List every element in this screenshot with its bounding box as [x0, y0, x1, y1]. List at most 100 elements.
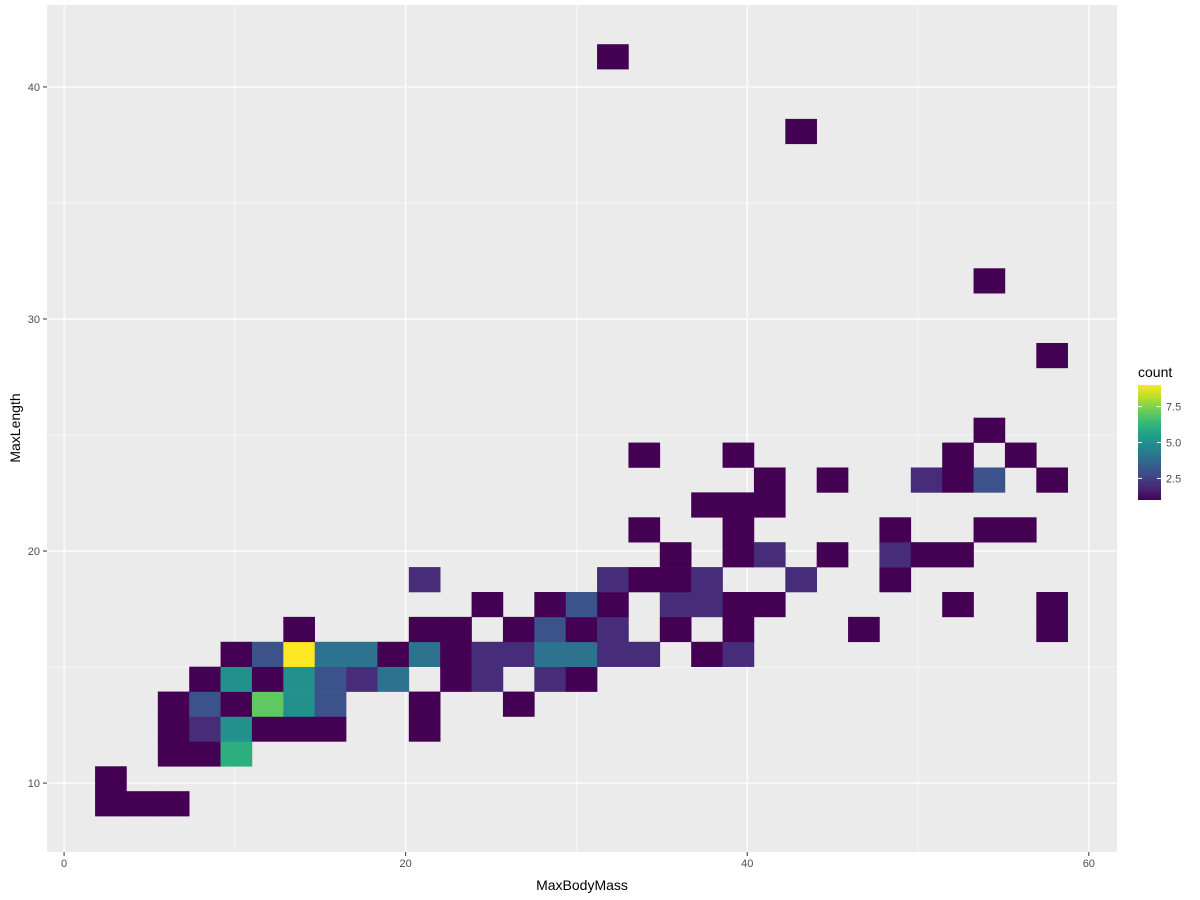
heatmap-cells [95, 44, 1068, 817]
heatmap-cell [722, 641, 755, 667]
legend: count 2.5 5.0 7.5 [1138, 364, 1181, 500]
heatmap-cell [440, 666, 472, 692]
heatmap-cell [753, 591, 786, 618]
heatmap-cell [314, 691, 347, 717]
x-axis: 0 20 40 60 [61, 852, 1095, 870]
heatmap-cell [440, 641, 472, 667]
heatmap-cell [973, 268, 1006, 294]
heatmap-cell [1036, 467, 1068, 493]
heatmap-cell [471, 666, 504, 692]
heatmap-cell [502, 691, 535, 717]
legend-tick-label: 7.5 [1166, 402, 1181, 414]
heatmap-cell [471, 591, 504, 618]
heatmap-cell [659, 542, 692, 568]
heatmap-cell [597, 616, 629, 643]
heatmap-cell [346, 641, 378, 667]
heatmap-cell [722, 591, 755, 618]
heatmap-cell [565, 616, 598, 643]
heatmap-cell [942, 542, 974, 568]
y-tick-label: 20 [28, 546, 40, 558]
legend-colorbar [1138, 385, 1161, 500]
heatmap-cell [220, 716, 253, 742]
y-tick-label: 30 [28, 314, 40, 326]
x-tick-label: 0 [61, 858, 67, 870]
heatmap-cell [534, 641, 566, 667]
x-tick-label: 60 [1083, 858, 1095, 870]
heatmap-cell [95, 766, 127, 792]
legend-tick-label: 2.5 [1166, 473, 1181, 485]
heatmap-cell [189, 691, 221, 717]
heatmap-cell [691, 591, 723, 618]
heatmap-cell [973, 417, 1006, 443]
heatmap-cell [220, 691, 253, 717]
x-axis-title: MaxBodyMass [536, 877, 628, 893]
heatmap-cell [534, 616, 566, 643]
heatmap-cell [534, 591, 566, 618]
heatmap-cell [408, 641, 441, 667]
heatmap-cell [659, 591, 692, 618]
heatmap-cell [1036, 616, 1068, 643]
heatmap-cell [408, 716, 441, 742]
heatmap-cell [973, 467, 1006, 493]
heatmap-cell [879, 542, 912, 568]
heatmap-cell [157, 691, 190, 717]
heatmap-cell [597, 567, 629, 593]
heatmap-cell [722, 542, 755, 568]
heatmap-cell [502, 641, 535, 667]
heatmap-cell [722, 442, 755, 468]
x-tick-label: 20 [400, 858, 412, 870]
heatmap-cell [1004, 442, 1037, 468]
heatmap-cell [753, 542, 786, 568]
heatmap-cell [1036, 591, 1068, 618]
gridlines [47, 5, 1117, 852]
heatmap-cell [189, 741, 221, 767]
heatmap-cell [408, 616, 441, 643]
heatmap-cell [628, 567, 661, 593]
heatmap-cell [753, 492, 786, 518]
heatmap-cell [691, 641, 723, 667]
heatmap-cell [220, 666, 253, 692]
heatmap-cell [314, 666, 347, 692]
heatmap-cell [1004, 517, 1037, 543]
heatmap-cell [722, 616, 755, 643]
heatmap-cell [785, 118, 817, 145]
heatmap-cell [251, 666, 284, 692]
legend-title: count [1138, 364, 1172, 380]
heatmap-cell [753, 467, 786, 493]
y-tick-label: 40 [28, 82, 40, 94]
heatmap-cell [283, 666, 315, 692]
heatmap-cell [220, 741, 253, 767]
heatmap-cell [597, 44, 629, 70]
heatmap-cell [189, 716, 221, 742]
y-axis-title: MaxLength [7, 393, 23, 462]
heatmap-cell [910, 542, 943, 568]
heatmap-cell [942, 467, 974, 493]
heatmap-cell [848, 616, 880, 643]
heatmap-cell [377, 641, 410, 667]
y-axis: 10 20 30 40 [28, 82, 47, 790]
heatmap-cell [251, 716, 284, 742]
heatmap-cell [314, 641, 347, 667]
heatmap-cell [157, 741, 190, 767]
heatmap-cell [220, 641, 253, 667]
heatmap-cell [346, 666, 378, 692]
legend-tick-label: 5.0 [1166, 438, 1181, 450]
heatmap-cell [157, 716, 190, 742]
heatmap-cell [157, 791, 190, 817]
heatmap-cell [722, 492, 755, 518]
heatmap-cell [628, 517, 661, 543]
heatmap-cell [502, 616, 535, 643]
heatmap-cell [879, 567, 912, 593]
heatmap-cell [942, 591, 974, 618]
heatmap-cell [879, 517, 912, 543]
heatmap-cell [471, 641, 504, 667]
heatmap-cell [251, 641, 284, 667]
heatmap-cell [942, 442, 974, 468]
heatmap-cell [189, 666, 221, 692]
heatmap-cell [408, 567, 441, 593]
heatmap-cell [95, 791, 127, 817]
heatmap-cell [659, 616, 692, 643]
y-tick-label: 10 [28, 778, 40, 790]
heatmap-cell [597, 641, 629, 667]
